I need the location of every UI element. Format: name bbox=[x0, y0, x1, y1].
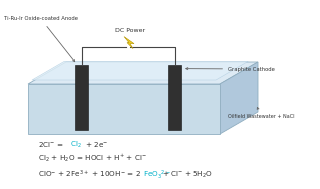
FancyBboxPatch shape bbox=[168, 65, 181, 130]
Text: + 2e$^{-}$: + 2e$^{-}$ bbox=[83, 140, 108, 149]
Text: ClO$^{-}$ + 2Fe$^{3+}$ + 10OH$^{-}$ = 2: ClO$^{-}$ + 2Fe$^{3+}$ + 10OH$^{-}$ = 2 bbox=[38, 168, 141, 180]
Polygon shape bbox=[124, 37, 134, 49]
Text: 2Cl$^{-}$ =: 2Cl$^{-}$ = bbox=[38, 140, 65, 149]
Text: Cl$_2$: Cl$_2$ bbox=[70, 140, 82, 150]
Text: + Cl$^{-}$ + 5H$_2$O: + Cl$^{-}$ + 5H$_2$O bbox=[162, 170, 213, 180]
Text: Cl$_2$ + H$_2$O = HOCl + H$^{+}$ + Cl$^{-}$: Cl$_2$ + H$_2$O = HOCl + H$^{+}$ + Cl$^{… bbox=[38, 153, 147, 164]
Polygon shape bbox=[32, 61, 248, 80]
FancyBboxPatch shape bbox=[75, 65, 88, 130]
Polygon shape bbox=[28, 62, 258, 84]
Text: Oilfield Wastewater + NaCl: Oilfield Wastewater + NaCl bbox=[228, 107, 294, 119]
Text: DC Power: DC Power bbox=[115, 28, 145, 33]
Text: Graphite Cathode: Graphite Cathode bbox=[186, 67, 275, 71]
Polygon shape bbox=[28, 84, 220, 134]
Text: Ti-Ru-Ir Oxide-coated Anode: Ti-Ru-Ir Oxide-coated Anode bbox=[4, 16, 78, 62]
Text: FeO$_3$$^{2-}$: FeO$_3$$^{2-}$ bbox=[143, 168, 171, 181]
Polygon shape bbox=[220, 62, 258, 134]
